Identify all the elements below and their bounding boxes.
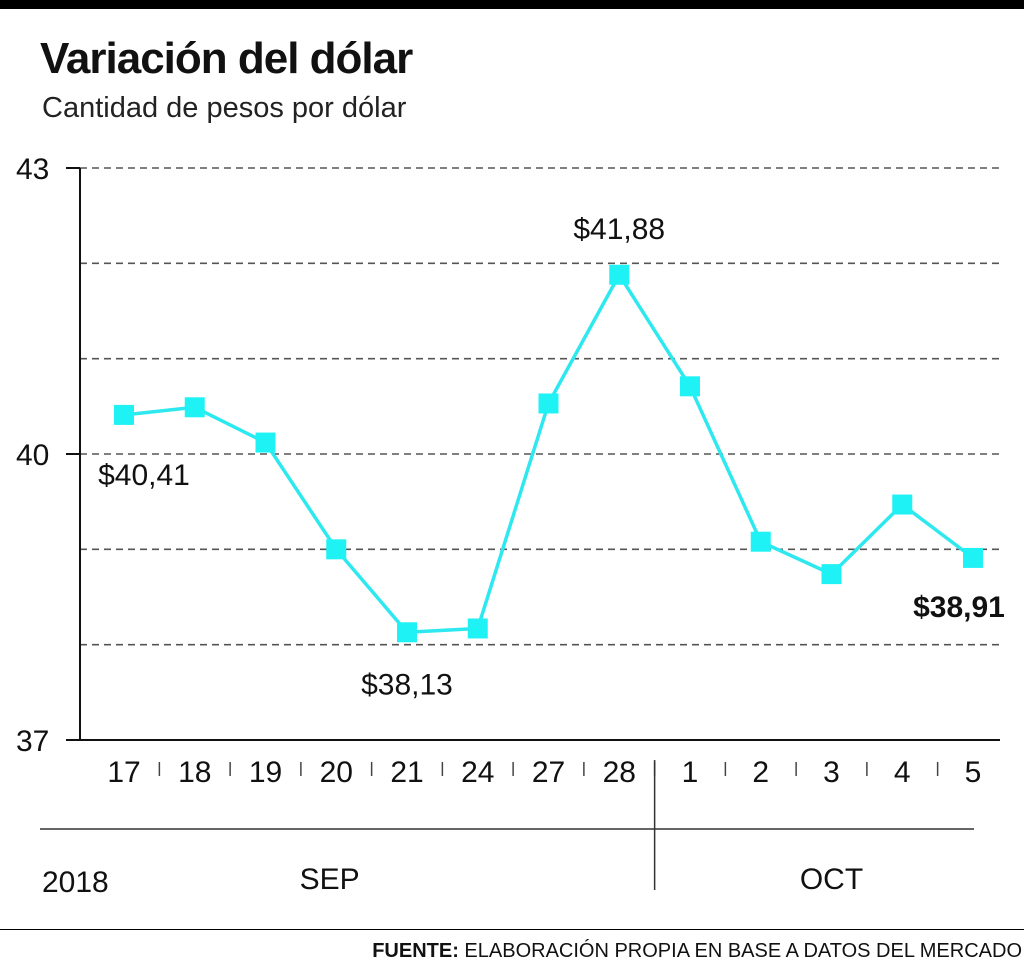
x-tick-label: 28 <box>603 756 636 789</box>
year-label: 2018 <box>42 866 109 899</box>
x-tick-label: 24 <box>461 756 494 789</box>
x-tick-label: 5 <box>965 756 982 789</box>
x-tick-label: 2 <box>752 756 769 789</box>
x-tick-labels: 17 18 19 20 21 24 27 28 1 2 3 4 5 <box>107 756 981 789</box>
bottom-rule <box>0 929 1024 930</box>
chart-subtitle: Cantidad de pesos por dólar <box>42 92 407 124</box>
month-groups: 2018 SEP OCT <box>40 760 974 899</box>
data-point-marker <box>892 494 913 515</box>
data-point-marker <box>184 397 205 418</box>
data-labels: $40,41 $38,13 $41,88 $38,91 <box>98 213 1005 701</box>
month-label: OCT <box>800 863 863 896</box>
data-label: $38,91 <box>913 591 1005 624</box>
source-note: FUENTE: ELABORACIÓN PROPIA EN BASE A DAT… <box>372 940 1022 963</box>
x-tick-label: 20 <box>320 756 353 789</box>
y-tick-label: 40 <box>16 439 49 472</box>
data-point-marker <box>255 432 276 453</box>
data-point-marker <box>680 376 700 397</box>
data-point-marker <box>326 539 347 560</box>
x-tick-label: 17 <box>107 756 140 789</box>
x-tick-label: 27 <box>532 756 565 789</box>
data-label: $41,88 <box>573 213 665 246</box>
data-point-marker <box>963 547 983 568</box>
data-point-marker <box>114 404 134 425</box>
data-label: $38,13 <box>361 668 453 701</box>
x-tick-label: 4 <box>894 756 911 789</box>
month-label: SEP <box>300 863 360 896</box>
x-tick-label: 3 <box>823 756 840 789</box>
gridlines <box>80 167 1000 646</box>
source-label: FUENTE: <box>372 940 459 962</box>
y-tick-labels: 43 40 37 <box>16 153 49 758</box>
data-point-marker <box>750 531 771 552</box>
line-chart: 43 40 37 17 18 19 20 21 24 27 28 1 2 3 4 5 $40,41 $38,1… <box>16 153 1005 899</box>
x-tick-label: 21 <box>390 756 423 789</box>
y-tick-label: 37 <box>16 725 49 758</box>
y-tick-label: 43 <box>16 153 49 186</box>
data-point-marker <box>538 393 559 414</box>
data-point-marker <box>609 264 630 285</box>
chart-title: Variación del dólar <box>40 34 413 83</box>
data-label: $40,41 <box>98 459 190 492</box>
axes <box>66 167 1000 741</box>
top-rule <box>0 0 1024 9</box>
data-point-marker <box>821 564 842 585</box>
series-markers <box>114 264 983 643</box>
x-tick-label: 18 <box>178 756 211 789</box>
source-text: ELABORACIÓN PROPIA EN BASE A DATOS DEL M… <box>458 940 1022 962</box>
data-point-marker <box>397 622 417 643</box>
x-tick-label: 19 <box>249 756 282 789</box>
data-point-marker <box>467 618 488 639</box>
x-tick-label: 1 <box>682 756 699 789</box>
